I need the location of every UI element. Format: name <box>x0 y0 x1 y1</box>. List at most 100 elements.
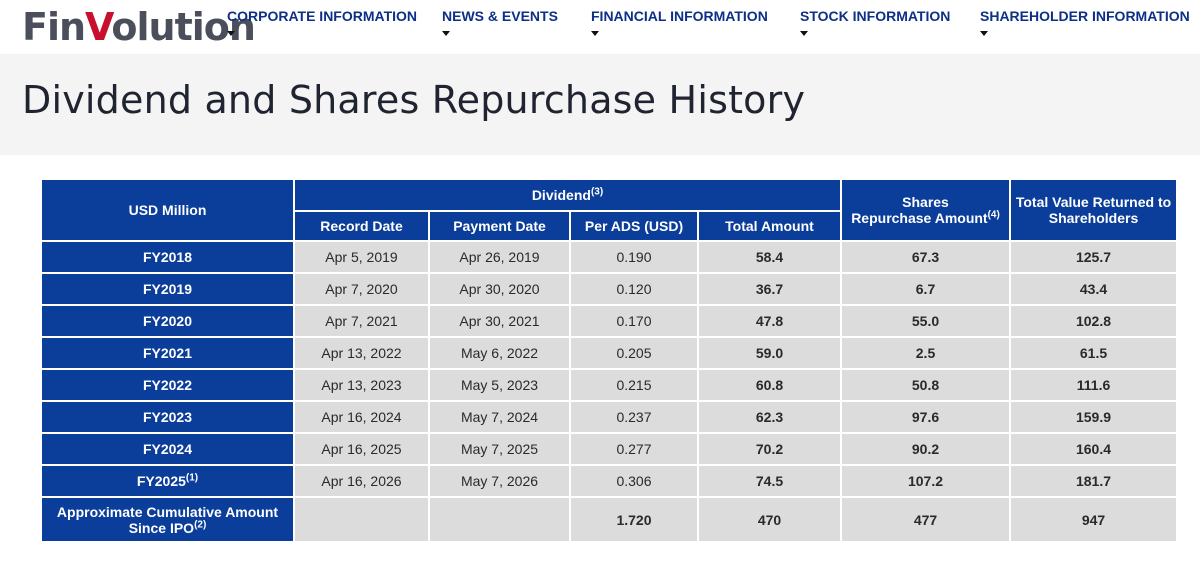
row-cumulative-label: Approximate Cumulative Amount Since IPO(2… <box>42 498 293 541</box>
cell-payment-date: Apr 30, 2021 <box>430 306 569 336</box>
nav-label: SHAREHOLDER INFORMATION <box>980 8 1190 24</box>
cell-total-amount: 70.2 <box>699 434 840 464</box>
header-total-value-line1: Total Value Returned to <box>1015 194 1172 210</box>
header-per-ads: Per ADS (USD) <box>571 212 697 240</box>
cell-per-ads: 0.190 <box>571 242 697 272</box>
header-repurchase-line1: Shares <box>902 194 949 210</box>
cell-empty <box>430 498 569 541</box>
chevron-down-icon <box>800 31 808 36</box>
cell-record-date: Apr 13, 2023 <box>295 370 428 400</box>
row-fiscal-year: FY2025(1) <box>42 466 293 496</box>
cell-repurchase: 2.5 <box>842 338 1009 368</box>
cell-record-date: Apr 7, 2020 <box>295 274 428 304</box>
fy-label: FY2020 <box>142 313 193 329</box>
cell-record-date: Apr 5, 2019 <box>295 242 428 272</box>
cell-empty <box>295 498 428 541</box>
cell-total-amount: 74.5 <box>699 466 840 496</box>
table-row: FY2023 Apr 16, 2024 May 7, 2024 0.237 62… <box>42 402 1176 432</box>
nav-news-events[interactable]: NEWS & EVENTS <box>442 8 558 36</box>
logo-suffix: olution <box>111 5 256 49</box>
cell-payment-date: May 7, 2026 <box>430 466 569 496</box>
cell-per-ads: 0.306 <box>571 466 697 496</box>
cell-payment-date: May 7, 2025 <box>430 434 569 464</box>
cell-per-ads: 1.720 <box>571 498 697 541</box>
cell-record-date: Apr 16, 2025 <box>295 434 428 464</box>
row-fiscal-year: FY2020 <box>42 306 293 336</box>
page-header-band: Dividend and Shares Repurchase History <box>0 54 1200 155</box>
cell-total-amount: 36.7 <box>699 274 840 304</box>
nav-label: STOCK INFORMATION <box>800 8 951 24</box>
header-dividend-group: Dividend(3) <box>295 180 840 210</box>
fy-label: FY2023 <box>142 409 193 425</box>
cell-record-date: Apr 7, 2021 <box>295 306 428 336</box>
fy-label: FY2022 <box>142 377 193 393</box>
footnote-marker: (3) <box>590 186 604 198</box>
top-navigation-bar: FinVolution CORPORATE INFORMATION NEWS &… <box>0 0 1200 54</box>
page-title: Dividend and Shares Repurchase History <box>22 78 806 122</box>
cell-repurchase: 67.3 <box>842 242 1009 272</box>
cell-payment-date: May 7, 2024 <box>430 402 569 432</box>
header-dividend-label: Dividend <box>531 187 591 203</box>
table-row: FY2024 Apr 16, 2025 May 7, 2025 0.277 70… <box>42 434 1176 464</box>
cell-record-date: Apr 16, 2024 <box>295 402 428 432</box>
fy-label: FY2021 <box>142 345 193 361</box>
table-row-cumulative: Approximate Cumulative Amount Since IPO(2… <box>42 498 1176 541</box>
cell-per-ads: 0.237 <box>571 402 697 432</box>
row-fiscal-year: FY2019 <box>42 274 293 304</box>
cell-total-amount: 58.4 <box>699 242 840 272</box>
table-row: FY2022 Apr 13, 2023 May 5, 2023 0.215 60… <box>42 370 1176 400</box>
nav-corporate-information[interactable]: CORPORATE INFORMATION <box>227 8 418 36</box>
header-shares-repurchase: Shares Repurchase Amount(4) <box>842 180 1009 240</box>
cell-record-date: Apr 13, 2022 <box>295 338 428 368</box>
fy-label: FY2019 <box>142 281 193 297</box>
fy-label: FY2018 <box>142 249 193 265</box>
footnote-marker: (1) <box>185 472 199 484</box>
table-row: FY2025(1) Apr 16, 2026 May 7, 2026 0.306… <box>42 466 1176 496</box>
cell-repurchase: 6.7 <box>842 274 1009 304</box>
cumulative-label-line2: Since IPO <box>128 519 195 536</box>
chevron-down-icon <box>591 31 599 36</box>
cell-repurchase: 50.8 <box>842 370 1009 400</box>
cell-total-amount: 60.8 <box>699 370 840 400</box>
footnote-marker: (2) <box>194 518 207 530</box>
finvolution-logo[interactable]: FinVolution <box>22 4 256 50</box>
nav-label: CORPORATE INFORMATION <box>227 8 418 24</box>
cell-per-ads: 0.277 <box>571 434 697 464</box>
nav-financial-information[interactable]: FINANCIAL INFORMATION <box>591 8 768 36</box>
fy-label: FY2025 <box>136 473 186 489</box>
cell-repurchase: 90.2 <box>842 434 1009 464</box>
chevron-down-icon <box>227 31 235 36</box>
cell-total-returned: 160.4 <box>1011 434 1176 464</box>
table-row: FY2019 Apr 7, 2020 Apr 30, 2020 0.120 36… <box>42 274 1176 304</box>
footnote-marker: (4) <box>987 209 1000 221</box>
table-row: FY2020 Apr 7, 2021 Apr 30, 2021 0.170 47… <box>42 306 1176 336</box>
header-total-amount: Total Amount <box>699 212 840 240</box>
cell-total-amount: 47.8 <box>699 306 840 336</box>
nav-label: FINANCIAL INFORMATION <box>591 8 768 24</box>
header-total-value-line2: Shareholders <box>1048 210 1139 226</box>
chevron-down-icon <box>980 31 988 36</box>
cell-total-returned: 102.8 <box>1011 306 1176 336</box>
cell-payment-date: Apr 30, 2020 <box>430 274 569 304</box>
cell-payment-date: Apr 26, 2019 <box>430 242 569 272</box>
cumulative-label-line1: Approximate Cumulative Amount <box>56 503 279 520</box>
cell-payment-date: May 5, 2023 <box>430 370 569 400</box>
cell-total-returned: 181.7 <box>1011 466 1176 496</box>
header-payment-date: Payment Date <box>430 212 569 240</box>
logo-v: V <box>85 5 112 49</box>
header-repurchase-line2: Repurchase Amount <box>851 210 988 226</box>
chevron-down-icon <box>442 31 450 36</box>
table-row: FY2021 Apr 13, 2022 May 6, 2022 0.205 59… <box>42 338 1176 368</box>
cell-total-returned: 159.9 <box>1011 402 1176 432</box>
header-record-date: Record Date <box>295 212 428 240</box>
cell-total-returned: 111.6 <box>1011 370 1176 400</box>
cell-total-returned: 125.7 <box>1011 242 1176 272</box>
row-fiscal-year: FY2023 <box>42 402 293 432</box>
fy-label: FY2024 <box>142 441 193 457</box>
nav-stock-information[interactable]: STOCK INFORMATION <box>800 8 951 36</box>
logo-prefix: Fin <box>22 5 86 49</box>
cell-total-amount: 470 <box>699 498 840 541</box>
nav-shareholder-information[interactable]: SHAREHOLDER INFORMATION <box>980 8 1190 36</box>
cell-total-amount: 59.0 <box>699 338 840 368</box>
cell-repurchase: 55.0 <box>842 306 1009 336</box>
